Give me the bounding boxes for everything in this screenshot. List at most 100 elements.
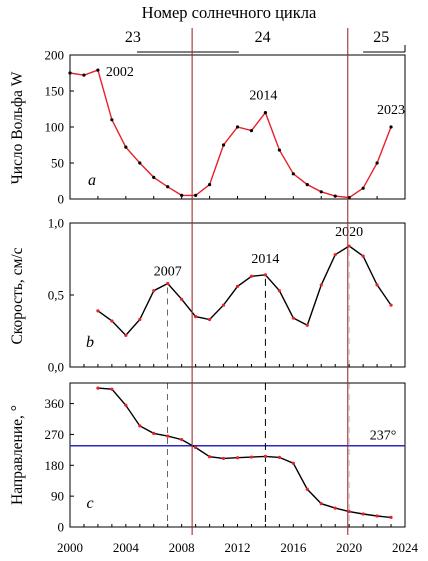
data-point [110,319,114,323]
data-point [277,148,281,152]
data-point [166,185,170,189]
data-point [249,129,254,133]
y-tick-label: 100 [45,120,65,135]
data-point [263,273,268,277]
data-point [389,303,393,307]
data-point [361,512,365,516]
cycle-number-labels: 23 24 25 [125,29,389,46]
x-tick-label: 2016 [280,540,307,555]
cycle-label: 24 [255,29,271,46]
data-point [110,387,114,391]
data-point [152,289,156,293]
cycle-label: 25 [373,29,389,46]
data-point [375,514,379,518]
panel-label: b [86,334,94,351]
data-point [96,68,100,72]
data-point [319,502,323,506]
data-point [263,454,268,458]
data-point [305,323,309,327]
data-point [333,506,337,510]
data-point [235,284,240,288]
data-point [110,118,114,122]
data-point [207,455,212,459]
data-point [207,183,212,187]
data-point [305,487,309,491]
data-point [180,297,184,301]
data-point [277,455,281,459]
data-point [389,125,393,129]
x-tick-label: 2008 [169,540,195,555]
peak-year-label: 2002 [106,65,134,80]
y-tick-label: 200 [45,48,65,63]
y-axis-label: Число Вольфа W [9,71,26,184]
data-point [249,274,254,278]
panel-c-direction: 0 90 180 270 360 Направление, ° 237° c [9,382,406,535]
x-tick-label: 2004 [113,540,140,555]
x-tick-label: 2012 [225,540,251,555]
y-tick-label: 150 [45,84,65,99]
peak-year-label: 2014 [251,252,279,267]
data-point [138,317,142,322]
peak-year-label: 2020 [335,225,363,240]
series-line [97,387,392,519]
y-tick-label: 270 [45,427,65,442]
x-tick-label: 2024 [392,540,419,555]
y-axis-label: Скорость, см/с [9,247,26,344]
data-point [124,145,128,149]
data-point [333,253,337,257]
data-point [375,161,379,165]
data-point [194,315,198,319]
panel-label: a [88,172,96,189]
data-point [152,175,156,179]
data-point [277,289,281,293]
y-tick-label: 0,5 [48,288,64,303]
data-point [249,455,254,459]
panel-frame [69,382,406,528]
y-tick-label: 360 [45,396,65,411]
y-tick-label: 180 [45,458,65,473]
data-point [221,143,226,147]
x-tick-label: 2000 [57,540,83,555]
data-point [347,195,351,200]
data-point [347,244,351,248]
x-tick-label: 2020 [336,540,362,555]
data-point [138,161,142,165]
data-point [333,194,337,198]
data-point [180,437,184,442]
cycle-boundary-lines [191,28,349,535]
series-line [97,245,392,337]
data-point [68,71,72,75]
y-tick-label: 50 [51,156,64,171]
x-axis-tick-labels: 2000 2004 2008 2012 2016 2020 2024 [57,540,419,555]
data-point [291,461,295,465]
data-point [389,515,393,520]
peak-year-label: 2007 [154,264,182,279]
data-point [96,386,100,390]
data-point [194,193,198,197]
y-axis-label: Направление, ° [9,405,26,505]
data-point [152,431,156,435]
panel-a-wolf-number: 0 50 100 150 200 Число Вольфа W 2002 2014 2023 a [9,48,406,207]
data-point [96,309,100,313]
cycle-label: 23 [125,29,141,46]
y-tick-label: 90 [51,489,64,504]
data-point [124,333,128,337]
panel-frame [69,222,406,368]
series-line [69,69,392,199]
data-point [124,403,128,407]
y-tick-label: 0,0 [48,360,64,375]
data-point [263,111,268,115]
data-point [166,281,170,286]
data-point [221,303,226,307]
data-point [221,456,226,461]
data-point [291,172,295,176]
data-point [305,183,309,187]
y-tick-label: 0 [58,520,65,535]
data-point [319,190,323,194]
peak-year-label: 2023 [377,103,405,118]
y-tick-label: 1,0 [48,216,64,231]
y-tick-label: 0 [58,192,65,207]
data-point [347,509,351,514]
data-point [361,254,365,258]
